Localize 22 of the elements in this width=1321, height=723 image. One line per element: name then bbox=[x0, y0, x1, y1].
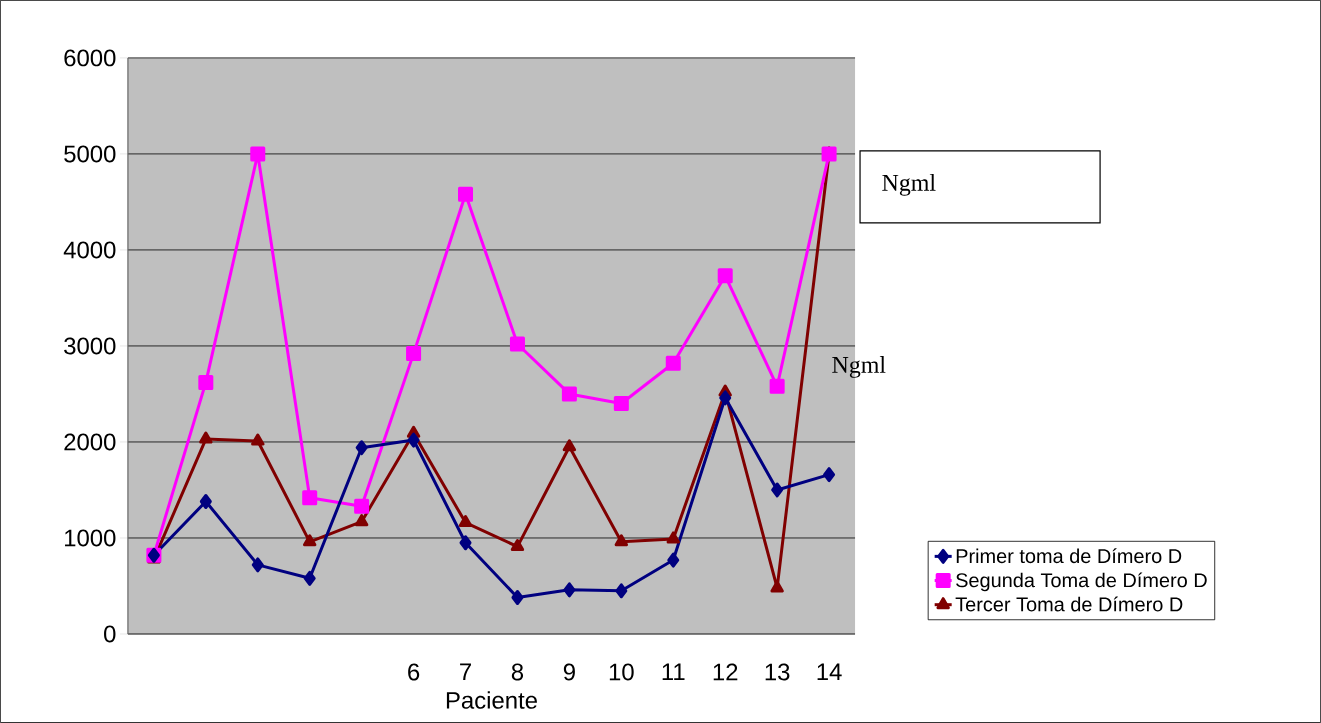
y-tick-label: 4000 bbox=[63, 241, 116, 259]
x-tick-label: 6 bbox=[408, 663, 420, 681]
legend-label: Tercer Toma de Dímero D bbox=[955, 596, 1183, 612]
x-tick-label: 7 bbox=[460, 663, 471, 681]
y-tick-label: 1000 bbox=[65, 529, 116, 547]
x-axis-title: Paciente bbox=[446, 691, 537, 709]
legend-label: Primer toma de Dímero D bbox=[956, 548, 1182, 564]
y-tick-label: 5000 bbox=[64, 145, 116, 163]
x-tick-label: 10 bbox=[609, 663, 634, 681]
y-tick-label: 2000 bbox=[64, 433, 116, 451]
x-tick-label: 12 bbox=[713, 663, 738, 681]
x-tick-label: 9 bbox=[563, 663, 575, 681]
y-tick-label: 0 bbox=[104, 625, 116, 643]
annotation: Ngml bbox=[832, 356, 886, 378]
x-tick-label: 14 bbox=[817, 663, 842, 681]
text: Ngml bbox=[882, 174, 936, 196]
x-tick-label: 8 bbox=[511, 663, 524, 681]
x-tick-label: 11 bbox=[662, 663, 685, 681]
x-tick-label: 13 bbox=[765, 663, 790, 681]
y-tick-label: 6000 bbox=[64, 49, 116, 67]
legend-label: Segunda Toma de Dímero D bbox=[956, 572, 1207, 592]
y-tick-label: 3000 bbox=[64, 337, 116, 355]
